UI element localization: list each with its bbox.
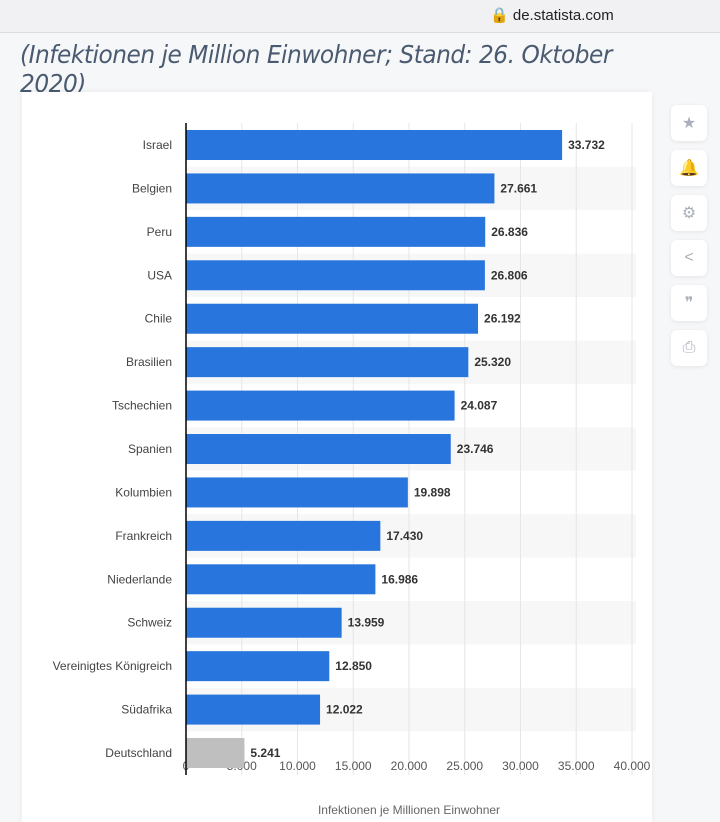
url-text: de.statista.com xyxy=(512,7,614,24)
bell-button[interactable]: 🔔 xyxy=(671,150,707,186)
x-tick-label: 15.000 xyxy=(335,759,372,773)
print-button[interactable]: ⎙ xyxy=(671,330,707,366)
star-icon: ★ xyxy=(681,115,697,132)
x-tick-label: 10.000 xyxy=(279,759,316,773)
star-button[interactable]: ★ xyxy=(671,105,707,141)
bar xyxy=(186,216,486,247)
print-icon: ⎙ xyxy=(682,339,696,356)
value-label: 24.087 xyxy=(461,399,498,413)
category-label: Schweiz xyxy=(127,616,172,630)
value-label: 12.022 xyxy=(326,703,363,717)
value-label: 26.806 xyxy=(491,268,528,282)
bar xyxy=(186,434,451,465)
value-label: 12.850 xyxy=(335,659,372,673)
browser-bar: 🔒 de.statista.com xyxy=(0,0,720,33)
quote-button[interactable]: ❞ xyxy=(671,285,707,321)
bar xyxy=(186,303,479,334)
bar xyxy=(186,520,381,551)
value-label: 17.430 xyxy=(386,529,423,543)
bar xyxy=(186,694,321,725)
category-label: Niederlande xyxy=(107,572,172,586)
category-label: USA xyxy=(147,268,172,282)
x-tick-label: 20.000 xyxy=(391,759,428,773)
bar xyxy=(186,173,495,204)
category-label: Brasilien xyxy=(126,355,172,369)
gear-button[interactable]: ⚙ xyxy=(671,195,707,231)
gear-icon: ⚙ xyxy=(681,205,697,222)
value-label: 23.746 xyxy=(457,442,494,456)
category-label: Vereinigtes Königreich xyxy=(53,659,172,673)
bar xyxy=(186,651,330,682)
category-label: Spanien xyxy=(128,442,172,456)
category-label: Chile xyxy=(145,312,173,326)
category-label: Tschechien xyxy=(112,399,172,413)
x-tick-label: 30.000 xyxy=(502,759,539,773)
category-label: Frankreich xyxy=(115,529,172,543)
value-label: 16.986 xyxy=(381,572,418,586)
chart-panel: 05.00010.00015.00020.00025.00030.00035.0… xyxy=(22,92,652,822)
bar xyxy=(186,607,342,638)
x-tick-label: 40.000 xyxy=(614,759,651,773)
share-button[interactable]: < xyxy=(671,240,707,276)
value-label: 13.959 xyxy=(348,616,385,630)
x-tick-label: 25.000 xyxy=(446,759,483,773)
value-label: 19.898 xyxy=(414,485,451,499)
x-tick-label: 35.000 xyxy=(558,759,595,773)
value-label: 25.320 xyxy=(474,355,511,369)
bar xyxy=(186,260,485,291)
bell-icon: 🔔 xyxy=(679,160,699,177)
chart-subtitle: (Infektionen je Million Einwohner; Stand… xyxy=(20,40,612,98)
bar xyxy=(186,738,245,769)
value-label: 27.661 xyxy=(500,181,537,195)
x-axis-title: Infektionen je Millionen Einwohner xyxy=(318,803,500,817)
bar xyxy=(186,390,455,421)
value-label: 5.241 xyxy=(250,746,280,760)
value-label: 26.836 xyxy=(491,225,528,239)
category-label: Kolumbien xyxy=(115,485,172,499)
quote-icon: ❞ xyxy=(684,295,694,312)
value-label: 26.192 xyxy=(484,312,521,326)
category-label: Südafrika xyxy=(121,703,172,717)
bar xyxy=(186,477,408,508)
bar xyxy=(186,564,376,595)
category-label: Belgien xyxy=(132,181,172,195)
category-label: Deutschland xyxy=(105,746,172,760)
bar xyxy=(186,347,469,378)
url-field[interactable]: 🔒 de.statista.com xyxy=(490,7,614,24)
value-label: 33.732 xyxy=(568,138,605,152)
share-icon: < xyxy=(684,249,694,266)
bar xyxy=(186,130,563,160)
category-label: Peru xyxy=(147,225,172,239)
bar-chart: 05.00010.00015.00020.00025.00030.00035.0… xyxy=(53,123,651,817)
category-label: Israel xyxy=(143,138,172,152)
